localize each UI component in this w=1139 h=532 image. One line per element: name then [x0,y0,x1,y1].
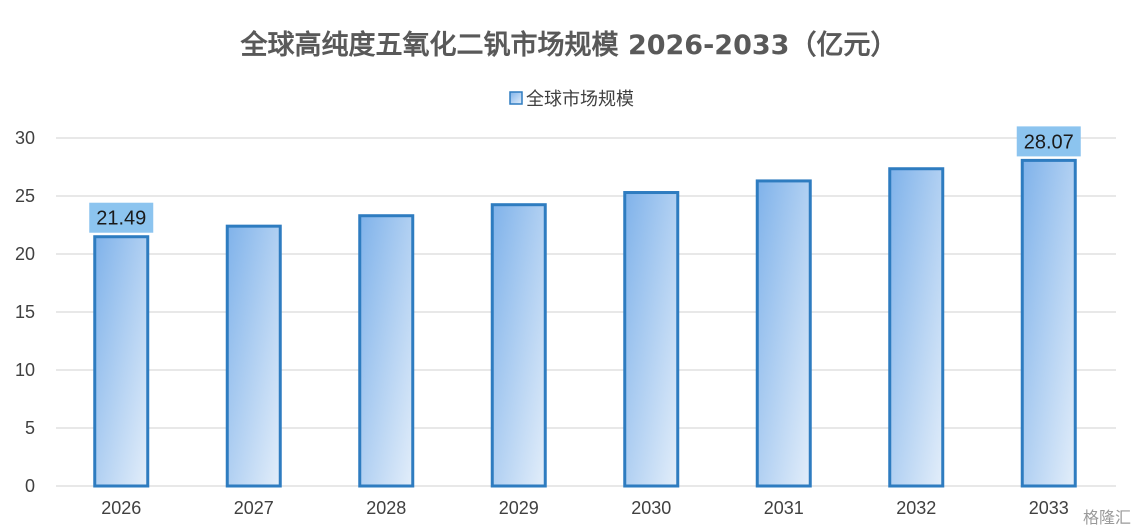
legend-label: 全球市场规模 [526,89,634,110]
y-tick-label: 15 [15,302,35,322]
bar-2027 [225,224,282,488]
x-tick-label: 2031 [764,498,804,518]
x-tick-label: 2026 [101,498,141,518]
x-tick-label: 2027 [234,498,274,518]
bar-2030 [623,191,680,488]
x-tick-label: 2032 [896,498,936,518]
y-tick-label: 30 [15,128,35,148]
data-label-text: 21.49 [96,208,146,230]
chart-title: 全球高纯度五氧化二钒市场规模 2026-2033（亿元） [240,29,898,61]
legend: 全球市场规模 [509,89,634,110]
gridlines [56,137,1116,487]
x-tick-label: 2030 [631,498,671,518]
y-tick-label: 10 [15,360,35,380]
y-axis-ticks: 0 5 10 15 20 25 30 [15,128,35,496]
x-tick-label: 2029 [499,498,539,518]
data-label-box [89,202,154,233]
x-tick-label: 2028 [366,498,406,518]
bar-2033 [1020,158,1077,488]
data-labels: 21.49 28.07 [89,126,1081,233]
data-label-2033: 28.07 [1016,126,1081,157]
x-axis-ticks: 2026 2027 2028 2029 2030 2031 2032 2033 [101,498,1069,518]
y-tick-label: 20 [15,244,35,264]
bars [93,158,1077,488]
bar-2028 [358,214,415,488]
watermark: 格隆汇 [1082,508,1131,527]
bar-2026 [93,235,150,488]
bar-2032 [888,167,945,488]
bar-2029 [490,203,547,488]
data-label-text: 28.07 [1024,131,1074,153]
y-tick-label: 5 [25,418,35,438]
x-tick-label: 2033 [1029,498,1069,518]
y-tick-label: 0 [25,476,35,496]
data-label-box [1016,126,1081,157]
data-label-2026: 21.49 [89,202,154,233]
bar-2031 [755,179,812,488]
y-tick-label: 25 [15,186,35,206]
legend-swatch [509,91,523,105]
